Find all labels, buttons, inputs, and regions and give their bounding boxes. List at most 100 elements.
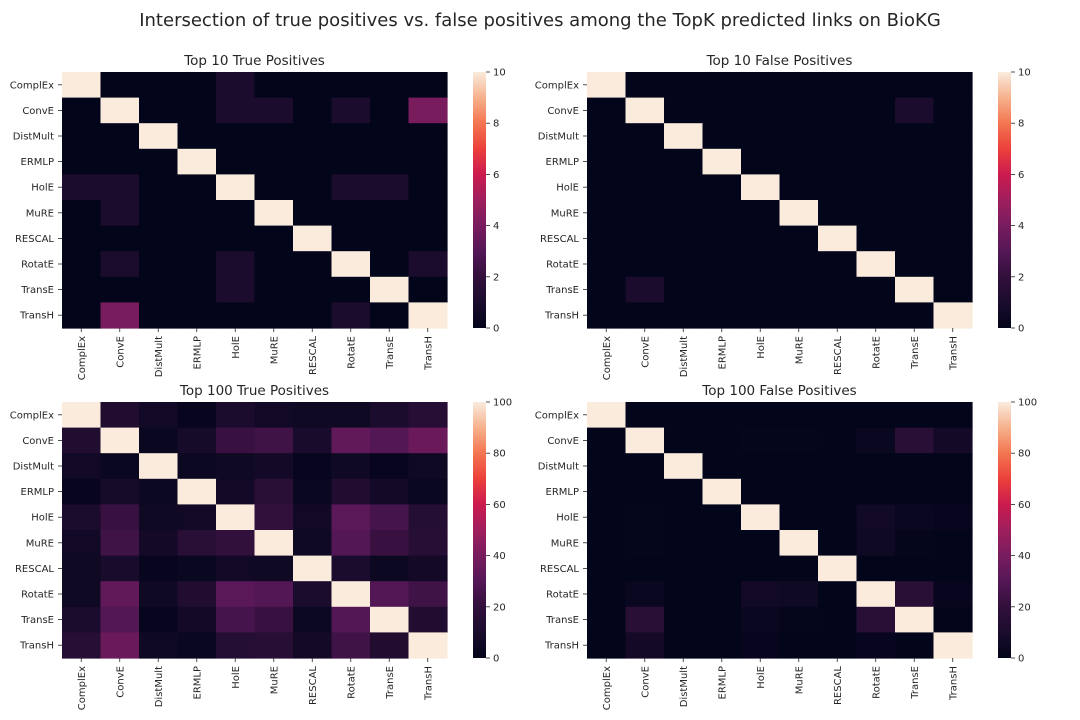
x-tick-label: RESCAL <box>833 336 844 375</box>
heatmap-cell <box>702 302 742 329</box>
y-tick-label: RESCAL <box>15 234 54 245</box>
heatmap-cell <box>254 581 294 608</box>
heatmap-cell <box>408 427 448 454</box>
heatmap-cell <box>254 606 294 633</box>
heatmap-cell <box>933 555 973 582</box>
heatmap-cell <box>933 302 973 329</box>
heatmap-cell <box>331 225 371 252</box>
heatmap-cell <box>331 581 371 608</box>
heatmap-cell <box>100 148 140 175</box>
heatmap-cell <box>933 478 973 505</box>
heatmap-cell <box>818 453 858 480</box>
heatmap-cell <box>177 478 217 505</box>
heatmap-cell <box>100 276 140 303</box>
x-tick-label: HolE <box>231 666 242 689</box>
heatmap-cell <box>139 97 179 124</box>
heatmap-cell <box>625 632 665 659</box>
y-tick-label: TransH <box>544 311 579 322</box>
heatmap-cell <box>741 555 781 582</box>
heatmap-cell <box>408 555 448 582</box>
heatmap-cell <box>933 148 973 175</box>
heatmap-cell <box>702 225 742 252</box>
heatmap-cell <box>664 72 704 99</box>
heatmap-cell <box>702 606 742 633</box>
heatmap-cell <box>587 97 627 124</box>
y-tick-label: ERMLP <box>546 157 580 168</box>
heatmap-cell <box>664 530 704 557</box>
colorbar-tick-label: 100 <box>1018 398 1037 409</box>
heatmap-cell <box>702 123 742 150</box>
heatmap-cell <box>408 302 448 329</box>
heatmap-cell <box>818 72 858 99</box>
heatmap-cell <box>895 402 935 429</box>
y-tick-label: DistMult <box>13 132 54 143</box>
heatmap-cell <box>587 427 627 454</box>
heatmap-cell <box>664 302 704 329</box>
heatmap-cell <box>331 504 371 531</box>
colorbar-tick-label: 6 <box>493 170 499 181</box>
heatmap-cell <box>856 200 896 227</box>
heatmap-cell <box>664 225 704 252</box>
heatmap-cell <box>779 276 819 303</box>
heatmap-cell <box>139 302 179 329</box>
y-tick-label: RESCAL <box>540 564 579 575</box>
heatmap-cell <box>177 276 217 303</box>
heatmap-cell <box>177 148 217 175</box>
heatmap-cell <box>62 251 102 278</box>
y-tick-label: DistMult <box>538 462 579 473</box>
x-tick-label: RotatE <box>871 666 882 699</box>
x-tick-label: TransE <box>910 336 921 370</box>
heatmap-cell <box>856 504 896 531</box>
heatmap-cell <box>856 97 896 124</box>
heatmap-cell <box>216 402 256 429</box>
y-tick-label: RotatE <box>21 590 54 601</box>
heatmap-cell <box>779 148 819 175</box>
heatmap-cell <box>664 504 704 531</box>
x-tick-label: DistMult <box>154 666 165 707</box>
heatmap-cell <box>856 174 896 201</box>
x-tick-label: HolE <box>231 336 242 359</box>
heatmap-cell <box>177 581 217 608</box>
heatmap-cell <box>331 478 371 505</box>
heatmap-cell <box>177 200 217 227</box>
heatmap-cell <box>331 606 371 633</box>
heatmap-cell <box>856 427 896 454</box>
y-tick-label: TransH <box>19 641 54 652</box>
x-tick-label: MuRE <box>794 336 805 364</box>
heatmap-cell <box>895 123 935 150</box>
heatmap-cell <box>779 225 819 252</box>
heatmap-cell <box>856 606 896 633</box>
heatmap-cell <box>177 453 217 480</box>
heatmap-cell <box>370 174 410 201</box>
heatmap-cell <box>856 123 896 150</box>
heatmap-cell <box>895 581 935 608</box>
heatmap-cell <box>331 72 371 99</box>
heatmap-cell <box>216 302 256 329</box>
heatmap-cell <box>895 72 935 99</box>
heatmap-cell <box>933 174 973 201</box>
y-tick-label: DistMult <box>538 132 579 143</box>
heatmap-cell <box>587 174 627 201</box>
heatmap-cell <box>664 427 704 454</box>
heatmap-cell <box>587 276 627 303</box>
heatmap-cell <box>408 276 448 303</box>
heatmap-cell <box>177 606 217 633</box>
heatmap-cell <box>370 632 410 659</box>
heatmap-cell <box>856 276 896 303</box>
heatmap-cell <box>664 402 704 429</box>
heatmap-cell <box>62 97 102 124</box>
heatmap-cell <box>177 504 217 531</box>
heatmap-cell <box>625 606 665 633</box>
heatmap-cell <box>254 402 294 429</box>
heatmap-cell <box>933 504 973 531</box>
heatmap-cell <box>100 97 140 124</box>
heatmap-cell <box>331 555 371 582</box>
heatmap-cell <box>625 148 665 175</box>
heatmap-cell <box>177 225 217 252</box>
heatmap-panel-2: Top 10 False Positives ComplEx ConvE DistMu… <box>535 53 1031 380</box>
panel-title: Top 10 True Positives <box>183 53 325 69</box>
x-tick-label: MuRE <box>794 666 805 694</box>
heatmap-cell <box>702 581 742 608</box>
heatmap-cell <box>254 251 294 278</box>
